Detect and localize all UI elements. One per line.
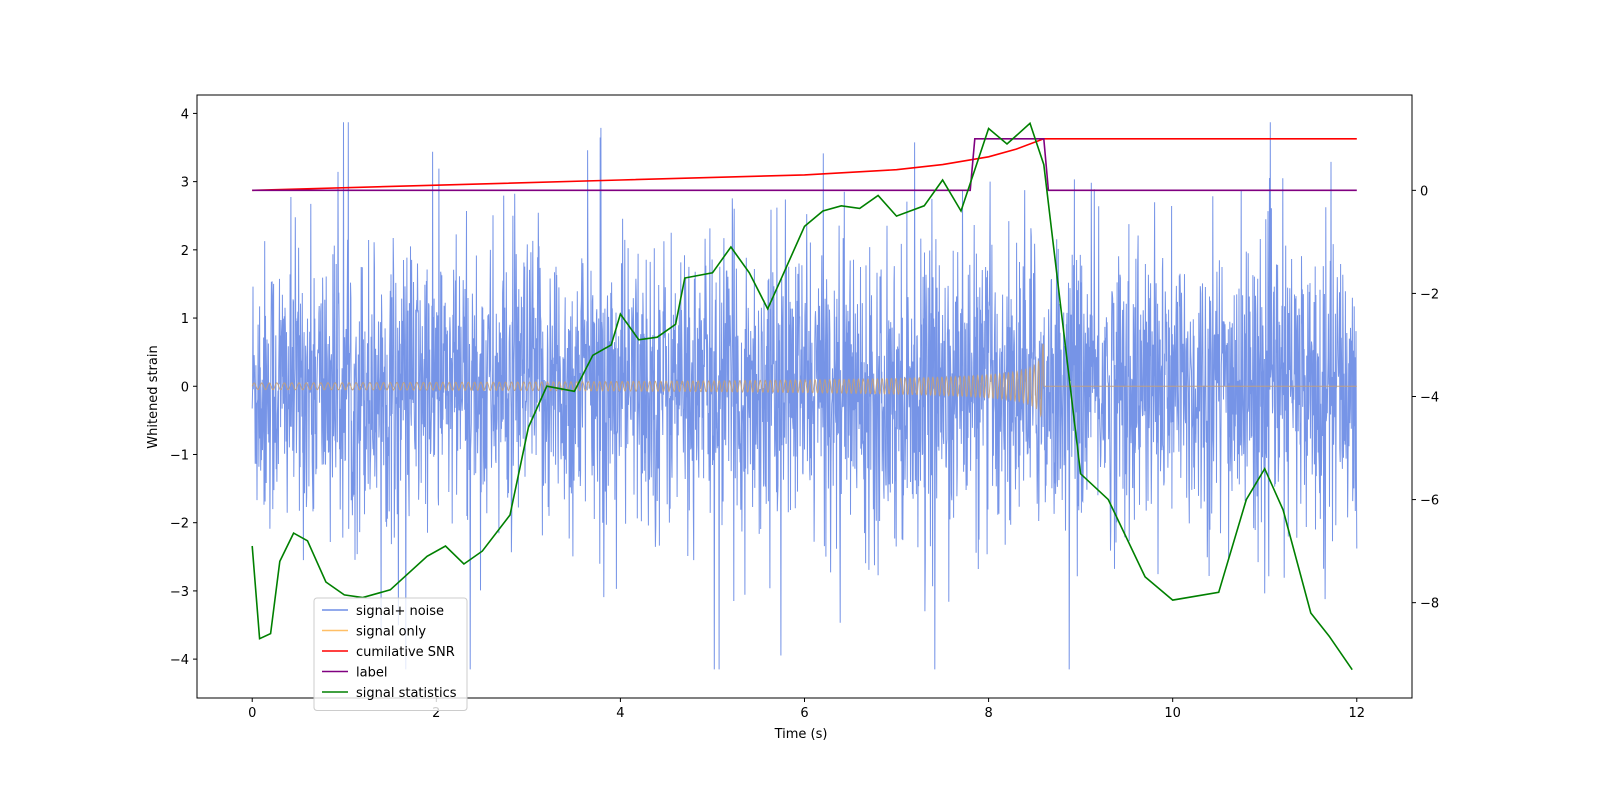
y-tick-label: −2 <box>170 517 189 532</box>
x-tick-label: 10 <box>1164 706 1181 721</box>
y-axis-right: −8 −6 −4 −2 0 <box>1412 184 1439 612</box>
plot-area <box>251 121 1358 671</box>
legend-item-label: cumilative SNR <box>356 645 455 660</box>
series-signal-only <box>251 343 1357 418</box>
y-tick-label: −1 <box>170 448 189 463</box>
y2-tick-label: −6 <box>1420 494 1439 509</box>
x-tick-label: 2 <box>432 706 440 721</box>
series-signal-noise <box>251 122 1358 670</box>
y-tick-label: 1 <box>181 312 189 327</box>
x-tick-label: 6 <box>800 706 808 721</box>
y2-tick-label: −4 <box>1420 391 1439 406</box>
series-cumulative-snr <box>252 138 1357 192</box>
x-tick-label: 4 <box>616 706 624 721</box>
x-axis-label: Time (s) <box>774 727 828 742</box>
y-axis-label: Whitened strain <box>146 345 161 448</box>
x-tick-label: 0 <box>248 706 256 721</box>
legend-item-label: label <box>356 666 387 681</box>
y-axis-left: −4 −3 −2 −1 0 1 2 3 4 <box>170 107 197 668</box>
y-tick-label: −3 <box>170 585 189 600</box>
y-tick-label: 4 <box>181 107 189 122</box>
series-label <box>252 138 1357 192</box>
legend-item-label: signal only <box>356 625 426 640</box>
y-tick-label: 0 <box>181 380 189 395</box>
y2-tick-label: −8 <box>1420 597 1439 612</box>
y-tick-label: −4 <box>170 653 189 668</box>
y2-tick-label: 0 <box>1420 184 1428 199</box>
legend-item-label: signal+ noise <box>356 604 444 619</box>
legend-item-label: signal statistics <box>356 686 457 701</box>
y-tick-label: 3 <box>181 176 189 191</box>
y2-tick-label: −2 <box>1420 287 1439 302</box>
x-tick-label: 8 <box>984 706 992 721</box>
y-tick-label: 2 <box>181 244 189 259</box>
legend-box <box>313 597 468 711</box>
legend: signal+ noise signal only cumilative SNR la… <box>313 597 468 711</box>
series-signal-statistics <box>251 121 1353 671</box>
x-tick-label: 12 <box>1348 706 1365 721</box>
